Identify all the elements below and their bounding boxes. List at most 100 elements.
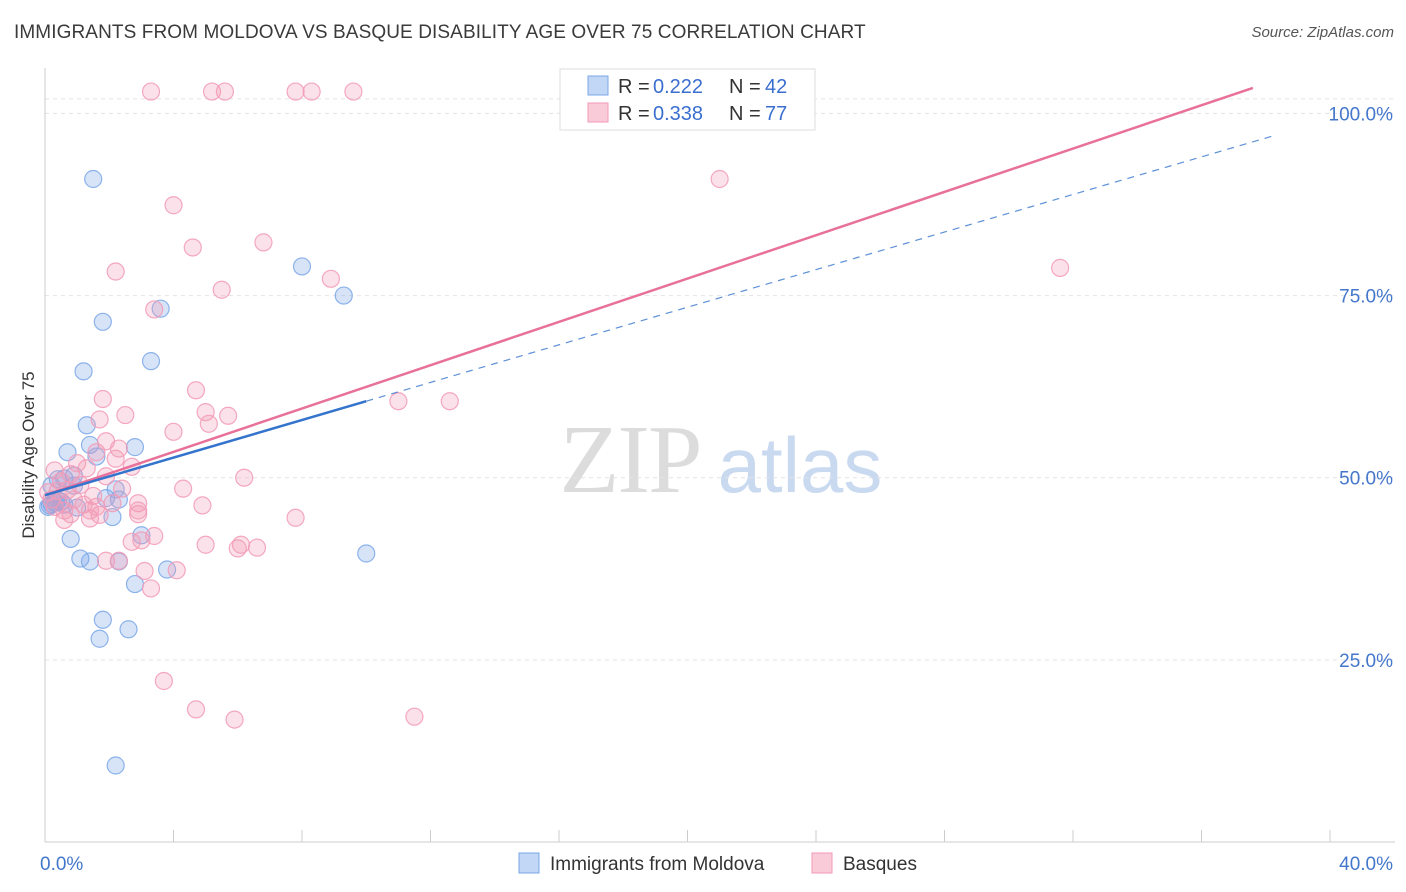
legend-swatch-basques xyxy=(587,102,609,123)
bottom-legend-basques: Basques xyxy=(843,854,917,875)
basques-point-60 xyxy=(196,535,215,554)
moldova-point-38 xyxy=(119,620,138,639)
bottom-legend-swatch-basques xyxy=(811,852,833,874)
legend-r-label-2: R = xyxy=(618,103,650,125)
y-tick-label-1: 50.0% xyxy=(1339,469,1393,490)
moldova-point-5 xyxy=(141,352,161,371)
basques-point-31 xyxy=(77,459,96,478)
basques-point-14 xyxy=(145,300,164,319)
series-moldova-points xyxy=(39,169,376,775)
basques-point-76 xyxy=(129,501,148,520)
basques-point-11 xyxy=(321,269,341,288)
watermark-atlas: atlas xyxy=(718,421,883,509)
basques-point-18 xyxy=(440,392,459,411)
basques-point-6 xyxy=(710,169,729,189)
series-legend: Immigrants from Moldova Basques xyxy=(518,852,917,875)
moldova-point-1 xyxy=(292,257,312,276)
basques-point-16 xyxy=(93,389,112,409)
legend-n-value-2: 77 xyxy=(765,103,787,125)
moldova-trend-line xyxy=(44,400,367,497)
legend-n-label-1: N = xyxy=(729,76,761,98)
legend-r-value-2: 0.338 xyxy=(653,103,703,125)
moldova-point-40 xyxy=(106,756,125,775)
moldova-trend-extension xyxy=(366,135,1273,402)
basques-trend-line xyxy=(44,86,1254,497)
moldova-point-30 xyxy=(61,529,80,549)
basques-point-69 xyxy=(141,579,161,598)
basques-point-17 xyxy=(389,392,408,411)
basques-point-9 xyxy=(183,238,202,257)
basques-point-73 xyxy=(186,700,206,719)
basques-point-10 xyxy=(106,262,125,281)
y-tick-labels: 25.0% 50.0% 75.0% 100.0% xyxy=(1329,104,1394,671)
basques-point-13 xyxy=(212,280,231,299)
moldova-point-35 xyxy=(357,544,376,563)
basques-point-21 xyxy=(219,406,238,425)
basques-point-64 xyxy=(145,526,164,546)
basques-point-47 xyxy=(45,497,64,516)
y-axis-title: Disability Age Over 75 xyxy=(19,371,38,538)
moldova-point-39 xyxy=(90,629,109,648)
basques-point-27 xyxy=(87,443,106,462)
watermark-zip: ZIP xyxy=(560,406,701,514)
basques-point-74 xyxy=(225,710,244,729)
legend-n-label-2: N = xyxy=(729,103,761,125)
moldova-point-37 xyxy=(93,610,112,629)
basques-point-38 xyxy=(112,479,132,498)
series-basques-points xyxy=(39,82,1070,729)
source-label: Source: ZipAtlas.com xyxy=(1251,24,1394,41)
basques-point-46 xyxy=(174,479,193,498)
correlation-legend: R = 0.222 N = 42 R = 0.338 N = 77 xyxy=(559,68,816,131)
basques-point-62 xyxy=(231,535,251,554)
basques-point-23 xyxy=(199,414,218,433)
basques-point-20 xyxy=(116,405,135,425)
moldova-point-32 xyxy=(80,552,100,571)
bottom-legend-swatch-moldova xyxy=(518,852,540,874)
moldova-point-4 xyxy=(93,312,112,331)
basques-point-35 xyxy=(235,468,254,487)
basques-point-4 xyxy=(302,82,321,101)
basques-point-15 xyxy=(186,381,206,400)
basques-point-22 xyxy=(90,410,109,429)
basques-point-0 xyxy=(141,82,161,101)
basques-point-59 xyxy=(122,532,141,551)
moldova-point-9 xyxy=(125,438,145,457)
moldova-point-3 xyxy=(151,299,170,318)
basques-point-57 xyxy=(286,508,305,527)
basques-point-7 xyxy=(164,196,183,215)
legend-swatch-moldova xyxy=(587,75,609,96)
moldova-point-0 xyxy=(84,169,103,189)
basques-point-67 xyxy=(135,561,154,581)
basques-point-66 xyxy=(109,551,128,570)
basques-point-28 xyxy=(106,449,125,468)
basques-point-70 xyxy=(55,510,74,530)
basques-point-75 xyxy=(405,707,424,726)
moldova-point-29 xyxy=(132,526,151,545)
basques-point-24 xyxy=(164,422,183,441)
y-tick-label-2: 75.0% xyxy=(1339,287,1393,308)
x-tick-label-1: 40.0% xyxy=(1339,854,1393,875)
basques-point-8 xyxy=(254,233,273,252)
basques-point-26 xyxy=(109,439,128,458)
basques-point-29 xyxy=(68,454,87,473)
bottom-legend-moldova: Immigrants from Moldova xyxy=(550,854,765,875)
chart-title: IMMIGRANTS FROM MOLDOVA VS BASQUE DISABI… xyxy=(14,22,866,43)
basques-point-3 xyxy=(286,82,305,101)
legend-r-value-1: 0.222 xyxy=(653,76,703,98)
basques-point-1 xyxy=(202,82,222,101)
legend-n-value-1: 42 xyxy=(765,76,787,98)
basques-point-63 xyxy=(247,538,267,557)
basques-point-65 xyxy=(96,551,116,570)
axes xyxy=(44,68,1395,843)
moldova-point-11 xyxy=(87,447,106,466)
basques-point-71 xyxy=(74,495,93,514)
basques-point-2 xyxy=(215,82,234,101)
basques-point-68 xyxy=(167,561,186,580)
moldova-point-34 xyxy=(157,560,177,579)
basques-point-5 xyxy=(344,82,363,101)
basques-point-72 xyxy=(154,671,173,691)
x-tick-label-0: 0.0% xyxy=(40,854,83,875)
moldova-point-6 xyxy=(74,362,93,381)
basques-point-55 xyxy=(90,505,109,524)
